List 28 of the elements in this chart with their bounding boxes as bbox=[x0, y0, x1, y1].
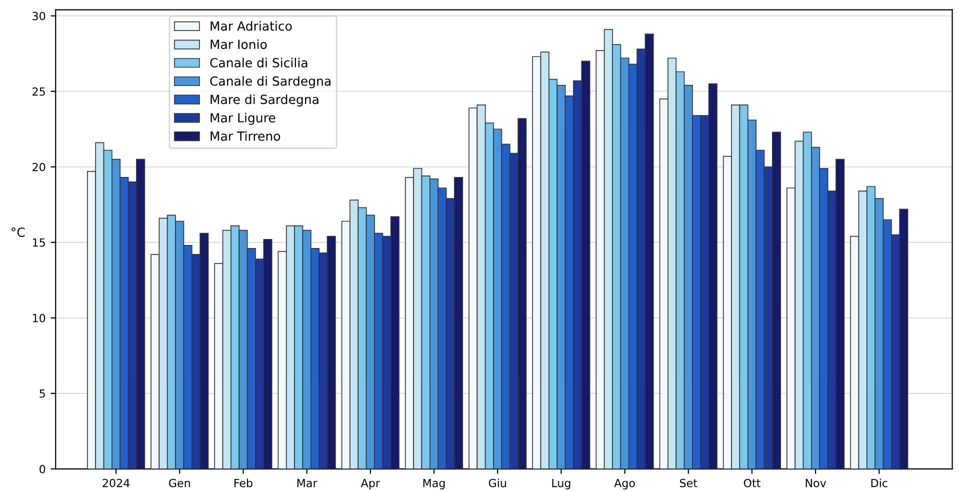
y-tick-label: 15 bbox=[32, 238, 45, 247]
legend-label: Mar Ligure bbox=[210, 112, 276, 125]
x-tick-label: Apr bbox=[360, 478, 380, 490]
y-tick-label: 10 bbox=[32, 314, 46, 322]
x-tick-label: Ott bbox=[744, 478, 760, 488]
y-tick-label: 20 bbox=[32, 162, 46, 172]
x-tick-label: Ago bbox=[614, 478, 635, 490]
x-tick-label: Nov bbox=[806, 478, 826, 488]
x-tick-label: Mag bbox=[423, 478, 445, 490]
y-tick-label: 0 bbox=[40, 464, 46, 474]
x-tick-label: Mar bbox=[297, 478, 318, 488]
y-tick-label: 25 bbox=[32, 87, 45, 96]
legend-label: Mare di Sardegna bbox=[210, 94, 318, 107]
legend-label: Canale di Sicilia bbox=[210, 58, 308, 68]
legend-label: Mar Tirreno bbox=[210, 131, 280, 141]
x-tick-label: Feb bbox=[234, 478, 252, 488]
x-tick-label: Lug bbox=[552, 478, 570, 490]
legend-label: Canale di Sardegna bbox=[210, 76, 330, 88]
legend-label: Mar Adriatico bbox=[210, 21, 292, 31]
x-tick-label: Giu bbox=[488, 478, 506, 488]
y-tick-label: 30 bbox=[32, 12, 46, 20]
x-tick-label: Set bbox=[680, 478, 698, 488]
y-tick-label: 5 bbox=[40, 390, 45, 398]
x-tick-label: Dic bbox=[871, 478, 888, 488]
legend-label: Mar Ionio bbox=[210, 39, 267, 50]
x-tick-label: Gen bbox=[169, 478, 190, 488]
y-axis-title: °C bbox=[12, 227, 25, 237]
x-tick-label: 2024 bbox=[102, 478, 130, 488]
